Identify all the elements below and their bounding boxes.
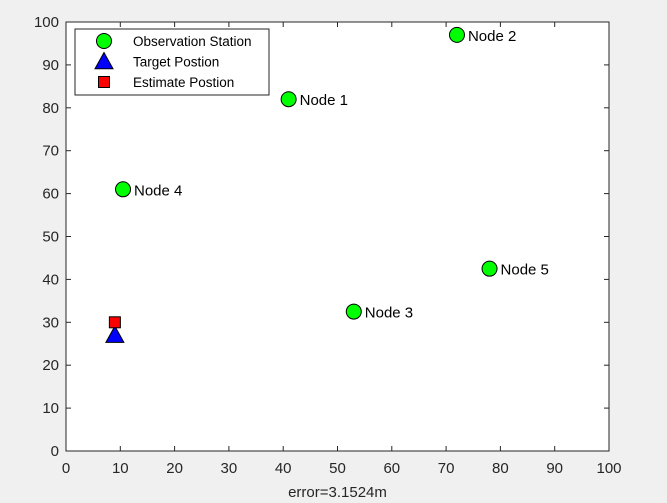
point-label: Node 3 [365, 305, 413, 322]
data-point [115, 181, 132, 198]
x-tick-label: 50 [329, 460, 346, 477]
y-tick-label: 50 [42, 229, 59, 246]
data-marks: Node 1 Node 2 Node 3 Node 4 Node 5 [105, 26, 549, 343]
y-tick-label: 80 [42, 100, 59, 117]
y-tick-label: 0 [51, 443, 59, 460]
y-tick-label: 10 [42, 400, 59, 417]
x-tick-label: 40 [275, 460, 292, 477]
x-tick-label: 80 [492, 460, 509, 477]
legend-entry-label: Estimate Postion [133, 75, 234, 90]
x-tick-label: 0 [62, 460, 70, 477]
data-point [105, 325, 125, 343]
x-tick-label: 10 [112, 460, 129, 477]
x-tick-label: 70 [438, 460, 455, 477]
axis-ticks: 0 10 20 30 40 50 60 70 80 90 100 0 10 20 30 40 50 60 70 80 9… [34, 14, 622, 477]
x-tick-label: 30 [221, 460, 238, 477]
y-tick-label: 20 [42, 357, 59, 374]
point-label: Node 1 [300, 92, 348, 109]
legend-entry-label: Observation Station [133, 34, 252, 49]
legend-marker [96, 33, 112, 49]
data-point [280, 91, 297, 108]
point-label: Node 2 [468, 28, 516, 45]
legend-entry-label: Target Postion [133, 55, 219, 70]
y-tick-label: 90 [42, 57, 59, 74]
data-point [481, 260, 498, 277]
legend: Observation Station Target Postion Estimat… [74, 28, 270, 96]
y-tick-label: 100 [34, 14, 59, 31]
legend-marker [98, 76, 110, 88]
x-tick-label: 20 [166, 460, 183, 477]
legend-marker [94, 51, 114, 70]
x-tick-label: 100 [596, 460, 621, 477]
y-tick-label: 60 [42, 186, 59, 203]
y-tick-label: 30 [42, 314, 59, 331]
x-tick-label: 60 [383, 460, 400, 477]
y-tick-label: 70 [42, 143, 59, 160]
y-tick-label: 40 [42, 271, 59, 288]
data-point [345, 303, 362, 320]
x-tick-label: 90 [546, 460, 563, 477]
plot-border [65, 21, 610, 452]
point-label: Node 4 [134, 182, 182, 199]
x-axis-label: error=3.1524m [288, 484, 387, 501]
data-point [108, 316, 121, 329]
data-point [448, 26, 465, 43]
point-label: Node 5 [501, 262, 549, 279]
